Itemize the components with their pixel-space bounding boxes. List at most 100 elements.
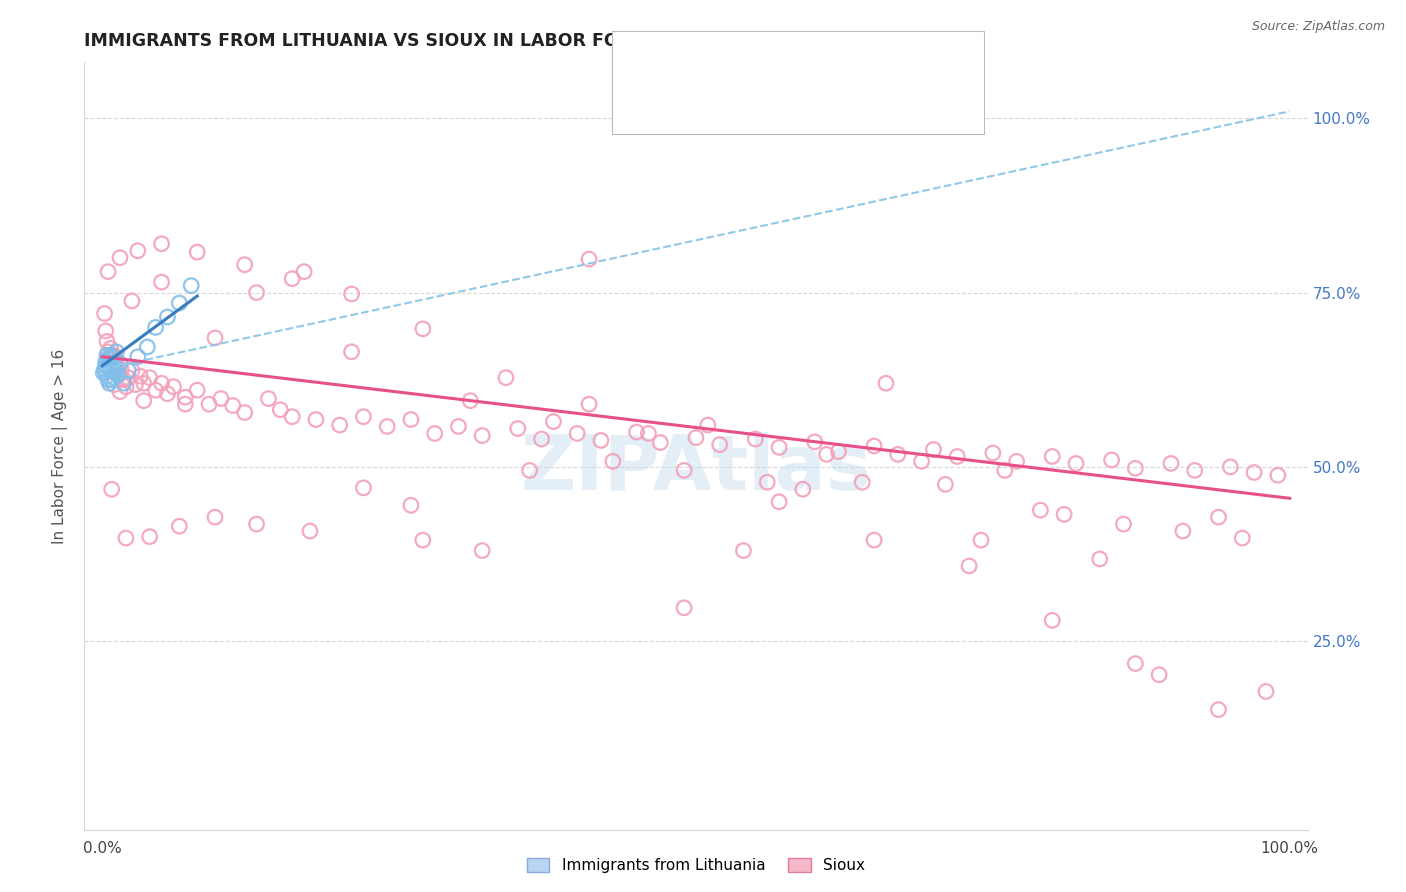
Point [145, 320, 167, 334]
Point [709, 437, 731, 451]
Point [222, 399, 245, 413]
Point [93, 366, 115, 380]
Point [298, 524, 321, 538]
Point [97, 344, 120, 359]
Point [1125, 461, 1147, 475]
Point [100, 348, 122, 362]
Point [1147, 667, 1170, 681]
Point [124, 377, 146, 392]
Point [98, 357, 121, 371]
Point [934, 477, 956, 491]
Point [1184, 463, 1206, 477]
Point [233, 405, 256, 419]
Point [815, 447, 838, 461]
Point [863, 439, 886, 453]
Point [169, 296, 191, 310]
Point [115, 531, 138, 545]
Point [186, 383, 208, 397]
Point [105, 344, 128, 359]
Point [1160, 457, 1182, 471]
Point [132, 376, 155, 391]
Point [1267, 468, 1289, 483]
Point [169, 519, 191, 533]
Point [97, 373, 120, 387]
Point [138, 530, 160, 544]
Point [981, 446, 1004, 460]
Point [117, 364, 139, 378]
Point [121, 364, 143, 378]
Point [100, 373, 122, 387]
Point [471, 543, 494, 558]
Point [108, 251, 131, 265]
Text: -0.476: -0.476 [707, 93, 762, 107]
Point [1125, 657, 1147, 671]
Point [910, 454, 932, 468]
Point [1053, 508, 1076, 522]
Point [150, 376, 173, 391]
Point [174, 390, 197, 404]
Point [519, 463, 541, 477]
Text: IMMIGRANTS FROM LITHUANIA VS SIOUX IN LABOR FORCE | AGE > 16 CORRELATION CHART: IMMIGRANTS FROM LITHUANIA VS SIOUX IN LA… [84, 32, 981, 50]
Point [94, 324, 117, 338]
Text: 134: 134 [808, 93, 841, 107]
Point [340, 344, 363, 359]
Point [768, 495, 790, 509]
Point [329, 418, 352, 433]
Point [1219, 459, 1241, 474]
Point [423, 426, 446, 441]
Point [103, 355, 125, 369]
Point [768, 441, 790, 455]
Point [108, 384, 131, 399]
Text: 29: 29 [808, 57, 830, 71]
Point [637, 426, 659, 441]
Point [127, 244, 149, 258]
Point [756, 475, 779, 490]
Point [673, 600, 696, 615]
Text: ZIPAtlas: ZIPAtlas [520, 432, 872, 506]
Point [399, 498, 422, 512]
Point [112, 376, 135, 391]
Point [98, 376, 121, 391]
Text: Source: ZipAtlas.com: Source: ZipAtlas.com [1251, 20, 1385, 33]
Point [946, 450, 969, 464]
Point [162, 380, 184, 394]
Point [957, 558, 980, 573]
Point [352, 481, 374, 495]
Point [233, 258, 256, 272]
Point [399, 412, 422, 426]
Y-axis label: In Labor Force | Age > 16: In Labor Force | Age > 16 [52, 349, 69, 543]
Point [209, 392, 232, 406]
Point [103, 348, 125, 362]
Point [733, 543, 755, 558]
Text: R =: R = [669, 57, 703, 71]
Point [578, 252, 600, 266]
Point [1040, 613, 1063, 627]
Point [174, 397, 197, 411]
Point [685, 431, 707, 445]
Point [132, 393, 155, 408]
Point [108, 357, 131, 371]
Point [1243, 466, 1265, 480]
Point [567, 426, 589, 441]
Point [589, 434, 612, 448]
Point [98, 359, 121, 373]
Point [101, 350, 124, 364]
Point [101, 360, 124, 375]
Point [543, 415, 565, 429]
Point [204, 510, 226, 524]
Point [100, 342, 122, 356]
Point [97, 265, 120, 279]
Point [245, 285, 267, 300]
Point [1005, 454, 1028, 468]
Point [100, 482, 122, 496]
Point [578, 397, 600, 411]
Point [94, 355, 117, 369]
Point [150, 275, 173, 289]
Point [1101, 453, 1123, 467]
Point [103, 377, 125, 392]
Point [269, 402, 291, 417]
Point [257, 392, 280, 406]
Point [281, 271, 304, 285]
Point [156, 386, 179, 401]
Point [198, 397, 221, 411]
